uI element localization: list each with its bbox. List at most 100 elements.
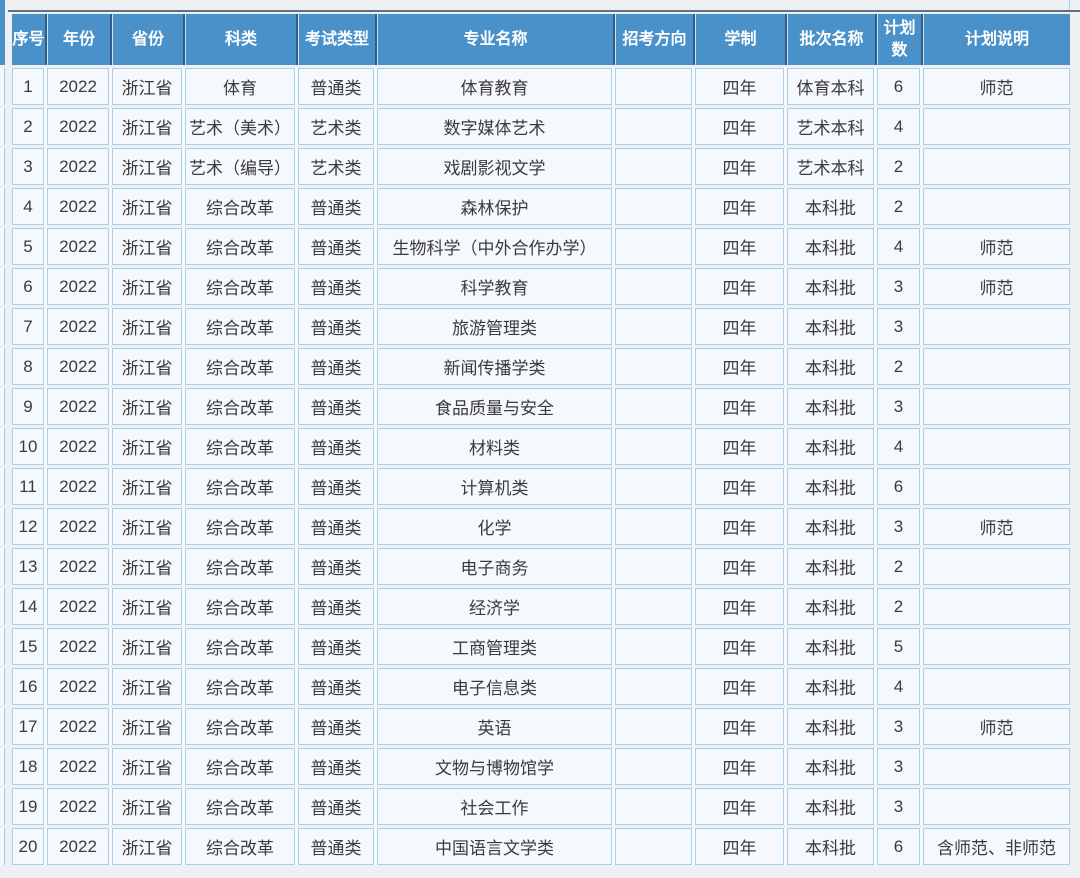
cell-plan-note: 师范 xyxy=(923,708,1070,745)
cell-exam-type: 普通类 xyxy=(298,628,374,665)
cell-subject-category: 综合改革 xyxy=(185,828,295,865)
cell-exam-type: 普通类 xyxy=(298,468,374,505)
table-row: 13 2022 浙江省 综合改革 普通类 电子商务 四年 本科批 2 xyxy=(12,548,1070,585)
cell-year: 2022 xyxy=(47,508,109,545)
cell-index: 4 xyxy=(12,188,44,225)
cell-province: 浙江省 xyxy=(112,788,182,825)
cell-major-name: 科学教育 xyxy=(377,268,612,305)
cell-admission-direction xyxy=(615,508,692,545)
cell-plan-count: 6 xyxy=(877,828,920,865)
cell-batch-name: 本科批 xyxy=(787,548,874,585)
cell-major-name: 经济学 xyxy=(377,588,612,625)
cell-plan-count: 2 xyxy=(877,588,920,625)
column-header-plan-note: 计划说明 xyxy=(923,14,1070,65)
cell-plan-count: 3 xyxy=(877,388,920,425)
cell-batch-name: 本科批 xyxy=(787,228,874,265)
cell-subject-category: 综合改革 xyxy=(185,348,295,385)
cell-batch-name: 本科批 xyxy=(787,508,874,545)
cell-index: 3 xyxy=(12,148,44,185)
cell-major-name: 社会工作 xyxy=(377,788,612,825)
cell-plan-note xyxy=(923,188,1070,225)
cell-year: 2022 xyxy=(47,108,109,145)
cell-exam-type: 普通类 xyxy=(298,68,374,105)
cell-subject-category: 综合改革 xyxy=(185,788,295,825)
cell-duration: 四年 xyxy=(695,388,784,425)
cell-admission-direction xyxy=(615,708,692,745)
cell-year: 2022 xyxy=(47,708,109,745)
column-header-exam-type: 考试类型 xyxy=(298,14,377,65)
cell-subject-category: 艺术（美术） xyxy=(185,108,295,145)
cutoff-column-body-sliver xyxy=(0,68,5,865)
cell-subject-category: 综合改革 xyxy=(185,228,295,265)
table-row: 3 2022 浙江省 艺术（编导） 艺术类 戏剧影视文学 四年 艺术本科 2 xyxy=(12,148,1070,185)
cell-province: 浙江省 xyxy=(112,588,182,625)
cell-major-name: 工商管理类 xyxy=(377,628,612,665)
cell-plan-count: 3 xyxy=(877,748,920,785)
cell-duration: 四年 xyxy=(695,708,784,745)
cell-year: 2022 xyxy=(47,788,109,825)
cell-duration: 四年 xyxy=(695,228,784,265)
cell-plan-note xyxy=(923,548,1070,585)
cell-exam-type: 艺术类 xyxy=(298,108,374,145)
cell-duration: 四年 xyxy=(695,508,784,545)
cell-province: 浙江省 xyxy=(112,148,182,185)
cell-batch-name: 艺术本科 xyxy=(787,148,874,185)
cell-duration: 四年 xyxy=(695,668,784,705)
admission-plan-table: 序号 年份 省份 科类 考试类型 专业名称 招考方向 学制 批次名称 计划数 计… xyxy=(12,14,1070,865)
cell-index: 18 xyxy=(12,748,44,785)
cell-province: 浙江省 xyxy=(112,188,182,225)
cell-plan-count: 4 xyxy=(877,668,920,705)
cell-index: 9 xyxy=(12,388,44,425)
table-row: 7 2022 浙江省 综合改革 普通类 旅游管理类 四年 本科批 3 xyxy=(12,308,1070,345)
column-header-duration: 学制 xyxy=(695,14,787,65)
cell-plan-count: 4 xyxy=(877,428,920,465)
cell-plan-count: 2 xyxy=(877,548,920,585)
cell-admission-direction xyxy=(615,668,692,705)
cell-admission-direction xyxy=(615,108,692,145)
cell-major-name: 食品质量与安全 xyxy=(377,388,612,425)
cell-plan-note xyxy=(923,628,1070,665)
cell-admission-direction xyxy=(615,548,692,585)
cell-index: 19 xyxy=(12,788,44,825)
cell-plan-count: 4 xyxy=(877,108,920,145)
cell-admission-direction xyxy=(615,228,692,265)
cell-plan-count: 2 xyxy=(877,188,920,225)
cell-duration: 四年 xyxy=(695,428,784,465)
cell-index: 11 xyxy=(12,468,44,505)
cell-plan-count: 3 xyxy=(877,708,920,745)
cell-major-name: 新闻传播学类 xyxy=(377,348,612,385)
cell-admission-direction xyxy=(615,788,692,825)
cell-duration: 四年 xyxy=(695,148,784,185)
cell-major-name: 电子商务 xyxy=(377,548,612,585)
cell-province: 浙江省 xyxy=(112,508,182,545)
cell-exam-type: 普通类 xyxy=(298,428,374,465)
cutoff-cell-sliver xyxy=(0,108,5,145)
cell-duration: 四年 xyxy=(695,468,784,505)
cell-exam-type: 普通类 xyxy=(298,548,374,585)
cell-major-name: 计算机类 xyxy=(377,468,612,505)
cell-subject-category: 综合改革 xyxy=(185,308,295,345)
cell-exam-type: 普通类 xyxy=(298,788,374,825)
cutoff-cell-sliver xyxy=(0,508,5,545)
cell-plan-note: 师范 xyxy=(923,68,1070,105)
cell-index: 2 xyxy=(12,108,44,145)
cell-batch-name: 体育本科 xyxy=(787,68,874,105)
cell-major-name: 体育教育 xyxy=(377,68,612,105)
cell-major-name: 中国语言文学类 xyxy=(377,828,612,865)
cell-province: 浙江省 xyxy=(112,548,182,585)
cell-exam-type: 普通类 xyxy=(298,508,374,545)
cutoff-cell-sliver xyxy=(0,188,5,225)
cell-province: 浙江省 xyxy=(112,308,182,345)
cell-duration: 四年 xyxy=(695,828,784,865)
cell-admission-direction xyxy=(615,588,692,625)
column-header-admission-direction: 招考方向 xyxy=(615,14,695,65)
table-row: 11 2022 浙江省 综合改革 普通类 计算机类 四年 本科批 6 xyxy=(12,468,1070,505)
cell-admission-direction xyxy=(615,628,692,665)
cell-admission-direction xyxy=(615,428,692,465)
cutoff-cell-sliver xyxy=(0,628,5,665)
cell-index: 7 xyxy=(12,308,44,345)
cell-year: 2022 xyxy=(47,148,109,185)
cell-plan-count: 5 xyxy=(877,628,920,665)
cell-year: 2022 xyxy=(47,68,109,105)
cell-batch-name: 艺术本科 xyxy=(787,108,874,145)
